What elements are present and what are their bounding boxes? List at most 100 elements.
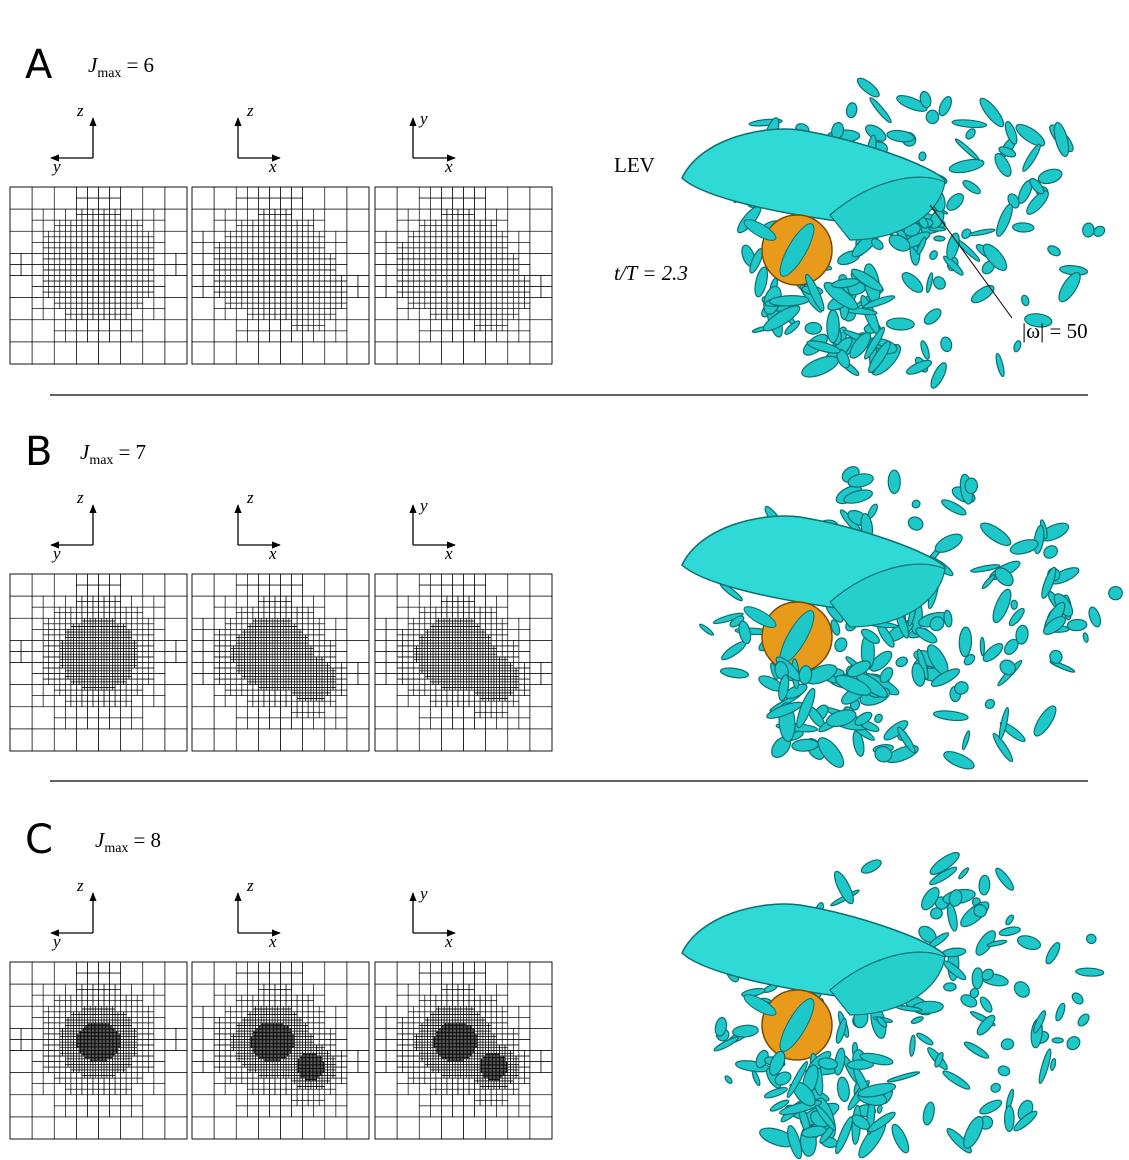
mesh-cell	[93, 646, 96, 649]
mesh-cell	[497, 674, 500, 677]
mesh-cell	[71, 663, 74, 666]
mesh-cell	[129, 660, 132, 663]
mesh-cell	[148, 242, 154, 248]
mesh-cell	[85, 632, 88, 635]
mesh-cell	[436, 276, 442, 282]
mesh-cell	[308, 303, 314, 309]
mesh-cell	[308, 259, 314, 265]
mesh-cell	[101, 665, 104, 668]
mesh-cell	[303, 331, 314, 342]
mesh-cell	[74, 651, 77, 654]
mesh-cell	[455, 643, 458, 646]
mesh-cell	[292, 690, 295, 693]
mesh-cell	[464, 629, 467, 632]
mesh-cell	[126, 276, 132, 282]
mesh-cell	[486, 679, 489, 682]
mesh-cell	[294, 682, 297, 685]
mesh-cell	[436, 264, 442, 270]
mesh-cell	[165, 298, 187, 320]
mesh-cell	[110, 231, 116, 237]
mesh-cell	[132, 231, 138, 237]
mesh-cell	[281, 264, 287, 270]
mesh-cell	[341, 281, 347, 287]
mesh-cell	[126, 690, 132, 696]
mesh-cell	[441, 646, 444, 649]
mesh-cell	[316, 696, 319, 699]
mesh-cell	[475, 237, 481, 243]
mesh-cell	[93, 248, 99, 254]
mesh-cell	[330, 671, 333, 674]
mesh-cell	[530, 729, 552, 751]
mesh-cell	[74, 1012, 77, 1015]
mesh-cell	[79, 627, 82, 630]
mesh-cell	[308, 687, 311, 690]
mesh-cell	[430, 718, 441, 729]
mesh-cell	[497, 314, 503, 320]
mesh-cell	[464, 690, 470, 696]
mesh-cell	[452, 314, 458, 320]
mesh-cell	[439, 663, 442, 666]
mesh-cell	[63, 640, 66, 643]
mesh-cell	[272, 643, 275, 646]
mesh-cell	[90, 635, 93, 638]
mesh-cell	[275, 649, 278, 652]
mesh-cell	[123, 651, 126, 654]
mesh-cell	[192, 629, 203, 640]
mesh-cell	[466, 649, 469, 652]
mesh-cell	[54, 342, 76, 364]
mesh-cell	[104, 671, 107, 674]
mesh-cell	[347, 596, 369, 618]
mesh-cell	[203, 242, 214, 253]
mesh-cell	[499, 698, 502, 701]
mesh-cell	[43, 685, 54, 696]
mesh-cell	[436, 635, 439, 638]
mesh-cell	[54, 1001, 60, 1007]
mesh-cell	[464, 660, 467, 663]
mesh-cell	[297, 220, 303, 226]
mesh-cell	[99, 690, 105, 696]
mesh-cell	[486, 607, 492, 613]
mesh-cell	[508, 701, 514, 707]
mesh-cell	[447, 682, 450, 685]
mesh-cell	[63, 663, 66, 666]
mesh-cell	[480, 248, 486, 254]
vortex-tube	[1087, 606, 1103, 629]
mesh-cell	[32, 1084, 43, 1095]
mesh-cell	[68, 1051, 71, 1054]
mesh-cell	[425, 287, 431, 293]
mesh-cell	[253, 281, 259, 287]
mesh-cell	[110, 270, 116, 276]
mesh-cell	[477, 693, 480, 696]
mesh-cell	[447, 701, 453, 707]
mesh-cell	[439, 632, 442, 635]
mesh-cell	[269, 660, 272, 663]
mesh-cell	[281, 651, 284, 654]
mesh-cell	[458, 687, 461, 690]
mesh-cell	[422, 649, 425, 652]
mesh-cell	[477, 649, 480, 652]
mesh-cell	[464, 649, 467, 652]
mesh-cell	[71, 1037, 74, 1040]
mesh-cell	[99, 287, 105, 293]
mesh-cell	[491, 682, 494, 685]
mesh-cell	[325, 287, 331, 293]
mesh-cell	[416, 657, 419, 660]
mesh-cell	[464, 259, 470, 265]
mesh-cell	[430, 657, 433, 660]
mesh-cell	[214, 209, 225, 220]
mesh-cell	[261, 649, 264, 652]
mesh-cell	[101, 685, 104, 688]
mesh-cell	[236, 654, 239, 657]
mesh-cell	[43, 287, 49, 293]
mesh-cell	[330, 287, 336, 293]
mesh-cell	[497, 325, 503, 331]
mesh-cell	[524, 679, 530, 685]
mesh-cell	[414, 690, 420, 696]
mesh-cell	[236, 640, 239, 643]
mesh-cell	[452, 270, 458, 276]
mesh-cell	[214, 696, 225, 707]
mesh-cell	[477, 629, 480, 632]
mesh-cell	[225, 237, 231, 243]
mesh-cell	[502, 696, 505, 699]
mesh-cell	[289, 643, 292, 646]
